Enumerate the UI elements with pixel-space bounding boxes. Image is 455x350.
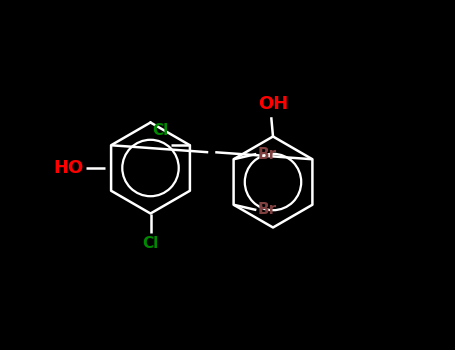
Text: Br: Br (258, 147, 277, 161)
Text: Br: Br (258, 203, 277, 217)
Text: Cl: Cl (142, 236, 159, 251)
Text: OH: OH (258, 95, 288, 113)
Text: HO: HO (54, 159, 84, 177)
Text: Cl: Cl (153, 123, 169, 138)
